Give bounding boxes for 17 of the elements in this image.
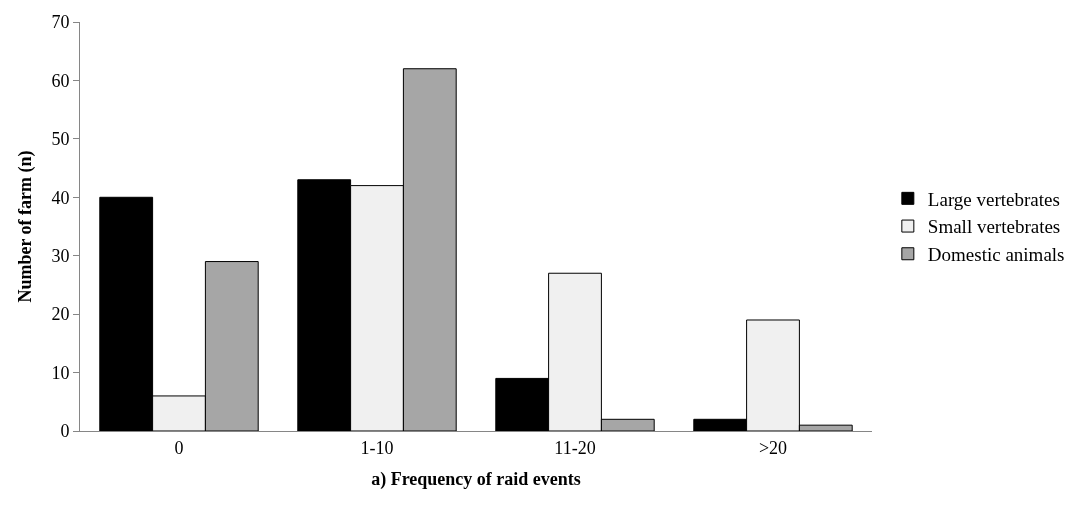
y-tick-label: 40 (51, 187, 70, 208)
x-tick-label: 0 (174, 437, 184, 458)
x-axis-title: a) Frequency of raid events (371, 468, 581, 490)
y-tick-label: 50 (51, 129, 70, 150)
x-tick-label: >20 (758, 437, 788, 458)
y-tick-label: 30 (51, 246, 70, 267)
legend-label: Domestic animals (927, 244, 1065, 266)
legend-label: Small vertebrates (927, 216, 1061, 238)
y-tick-label: 60 (51, 70, 70, 91)
y-axis-title: Number of farm (n) (14, 150, 36, 303)
legend-label: Large vertebrates (927, 188, 1060, 210)
y-tick-label: 10 (51, 362, 70, 383)
x-tick-label: 11-20 (554, 437, 596, 458)
y-tick-label: 20 (51, 304, 70, 325)
y-tick-label: 70 (51, 12, 70, 33)
x-tick-label: 1-10 (360, 437, 394, 458)
y-tick-label: 0 (60, 421, 70, 442)
